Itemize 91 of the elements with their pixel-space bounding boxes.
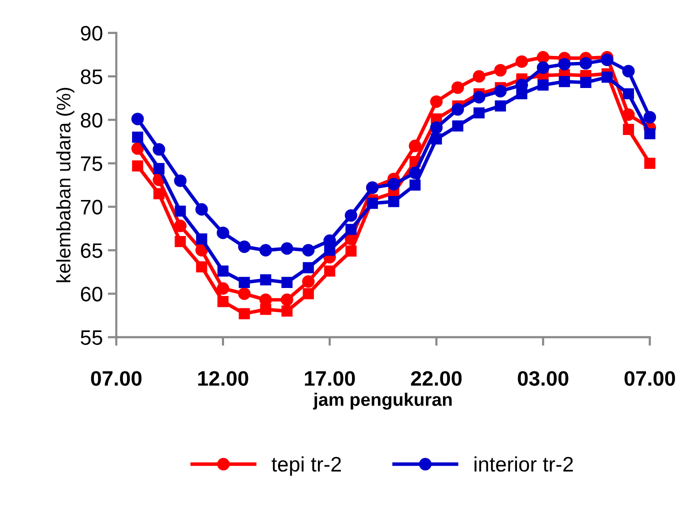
legend-label: tepi tr-2 (272, 456, 341, 476)
point (324, 266, 336, 277)
point (622, 124, 634, 135)
point (153, 188, 165, 200)
point (366, 198, 378, 209)
point (131, 142, 144, 155)
point (516, 88, 528, 100)
point (302, 275, 315, 288)
point (132, 132, 144, 143)
point (196, 233, 208, 244)
point (474, 107, 485, 118)
y-tick-label: 90 (80, 26, 102, 41)
point (580, 57, 592, 70)
point (494, 64, 507, 77)
legend-label: interior tr-2 (474, 456, 573, 472)
point (451, 103, 464, 116)
point (430, 121, 443, 134)
point (174, 220, 187, 232)
point (472, 90, 486, 104)
y-axis-title: kelembaban udara (%) (56, 88, 74, 282)
point (558, 58, 571, 70)
point (280, 294, 294, 306)
point (216, 282, 230, 295)
point (622, 88, 634, 100)
x-tick-label: 07.00 (624, 371, 676, 386)
point (131, 112, 144, 126)
x-axis-title: jam pengukuran (313, 392, 452, 410)
point (387, 178, 400, 190)
point (196, 261, 208, 272)
point (217, 266, 229, 277)
point (516, 55, 528, 68)
point (344, 209, 358, 222)
point (174, 174, 187, 187)
point (644, 158, 656, 169)
point (345, 246, 357, 257)
point (260, 304, 272, 315)
point (217, 296, 229, 308)
point (538, 80, 549, 91)
point (280, 242, 294, 255)
point (324, 244, 336, 256)
point (238, 276, 250, 288)
point (238, 308, 250, 320)
point (408, 140, 422, 152)
point (536, 50, 550, 64)
x-tick-label: 22.00 (411, 371, 462, 386)
point (238, 240, 251, 254)
point (388, 196, 400, 208)
point (430, 95, 443, 108)
y-tick-label: 55 (80, 330, 102, 345)
point (472, 70, 486, 83)
point (260, 274, 272, 286)
point (622, 64, 635, 78)
y-tick-label: 60 (80, 286, 102, 302)
point (281, 306, 293, 317)
point (600, 54, 614, 66)
y-tick-label: 80 (80, 112, 102, 128)
y-tick-label: 75 (80, 156, 102, 172)
point (302, 262, 314, 274)
x-tick-label: 12.00 (198, 371, 248, 386)
point (644, 110, 656, 124)
point (259, 244, 272, 256)
x-tick-label: 17.00 (304, 371, 355, 386)
point (345, 224, 357, 235)
point (494, 100, 506, 112)
point (644, 128, 656, 140)
x-tick-label: 07.00 (91, 371, 142, 386)
y-tick-label: 70 (80, 200, 102, 215)
point (152, 143, 166, 156)
point (558, 76, 570, 88)
point (174, 236, 186, 248)
y-tick-label: 85 (80, 69, 102, 84)
point (302, 244, 315, 256)
point (430, 133, 442, 145)
point (195, 203, 208, 216)
point (216, 226, 230, 240)
point (174, 206, 186, 217)
point (451, 81, 464, 94)
point (153, 162, 165, 174)
point (494, 84, 507, 98)
y-tick-label: 65 (80, 243, 102, 258)
point (302, 288, 314, 300)
point (409, 179, 421, 191)
point (452, 120, 464, 132)
point (281, 276, 293, 288)
point (238, 287, 251, 300)
point (195, 244, 208, 256)
point (132, 160, 144, 172)
point (536, 61, 550, 74)
point (580, 76, 592, 88)
point (602, 72, 613, 83)
x-tick-label: 03.00 (518, 371, 568, 386)
